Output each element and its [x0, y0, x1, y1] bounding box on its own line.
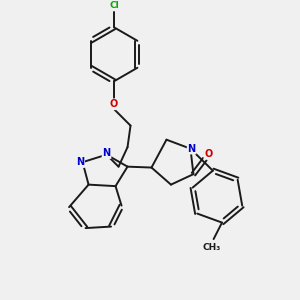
Text: CH₃: CH₃	[202, 243, 220, 252]
Text: N: N	[103, 148, 111, 158]
Text: Cl: Cl	[109, 1, 119, 10]
Text: N: N	[188, 144, 196, 154]
Text: O: O	[204, 149, 213, 159]
Text: O: O	[110, 99, 118, 109]
Text: N: N	[76, 157, 84, 167]
